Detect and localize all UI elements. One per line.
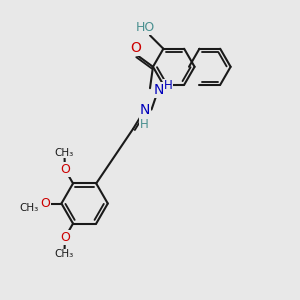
Text: O: O xyxy=(40,197,50,210)
Text: O: O xyxy=(130,41,142,55)
Text: O: O xyxy=(60,231,70,244)
Text: N: N xyxy=(140,103,150,117)
Text: O: O xyxy=(60,163,70,176)
Text: N: N xyxy=(153,83,164,97)
Text: CH₃: CH₃ xyxy=(55,249,74,259)
Text: H: H xyxy=(164,79,173,92)
Text: CH₃: CH₃ xyxy=(55,148,74,158)
Text: CH₃: CH₃ xyxy=(20,203,39,213)
Text: HO: HO xyxy=(136,22,155,34)
Text: H: H xyxy=(140,118,149,131)
